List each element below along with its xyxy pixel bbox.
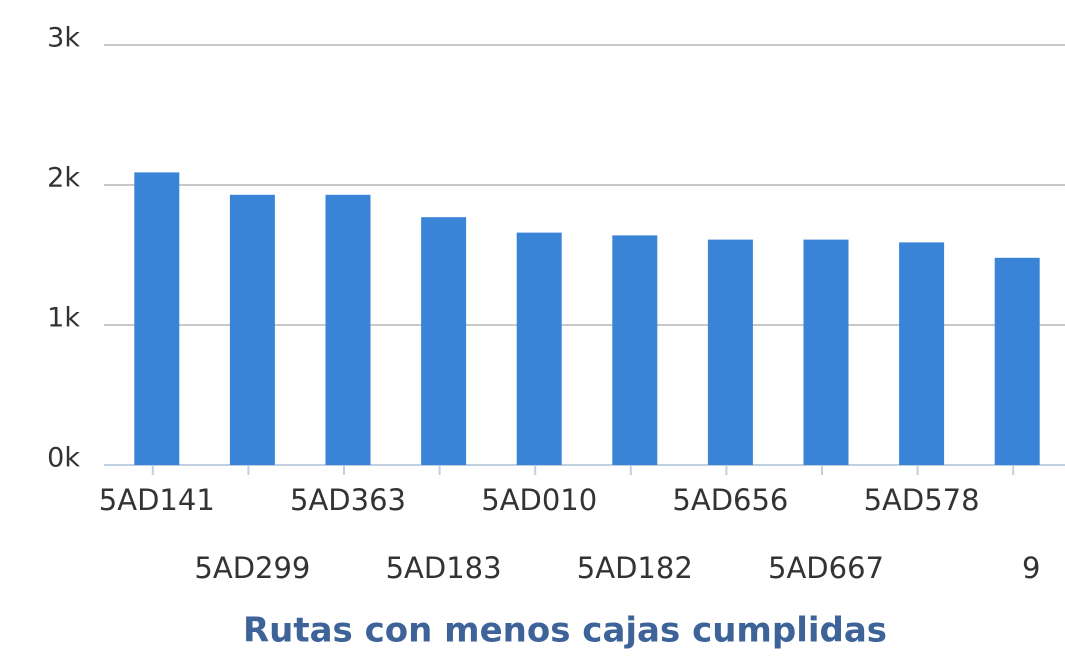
bar	[516, 232, 562, 465]
bar	[803, 239, 849, 465]
bar	[612, 235, 658, 465]
y-tick-label: 1k	[47, 303, 80, 334]
bar	[421, 217, 467, 465]
bar	[134, 172, 180, 465]
x-tick-label: 5AD299	[194, 551, 310, 585]
x-tick-label: 5AD010	[481, 483, 597, 517]
y-tick-label: 0k	[47, 443, 80, 474]
bar	[994, 257, 1040, 465]
x-tick-label: 5AD578	[864, 483, 980, 517]
bar	[899, 242, 945, 465]
x-tick-label: 9	[1022, 551, 1040, 585]
y-tick-label: 2k	[47, 163, 80, 194]
bar	[707, 239, 753, 465]
x-tick-label: 5AD363	[290, 483, 406, 517]
x-tick-label: 5AD141	[99, 483, 215, 517]
x-tick-label: 5AD656	[672, 483, 788, 517]
x-tick-label: 5AD183	[386, 551, 502, 585]
x-tick-label: 5AD667	[768, 551, 884, 585]
chart-title: Rutas con menos cajas cumplidas	[243, 611, 887, 651]
x-tick-label: 5AD182	[577, 551, 693, 585]
bar	[229, 194, 275, 466]
y-tick-label: 3k	[47, 23, 80, 54]
bar	[325, 194, 371, 466]
